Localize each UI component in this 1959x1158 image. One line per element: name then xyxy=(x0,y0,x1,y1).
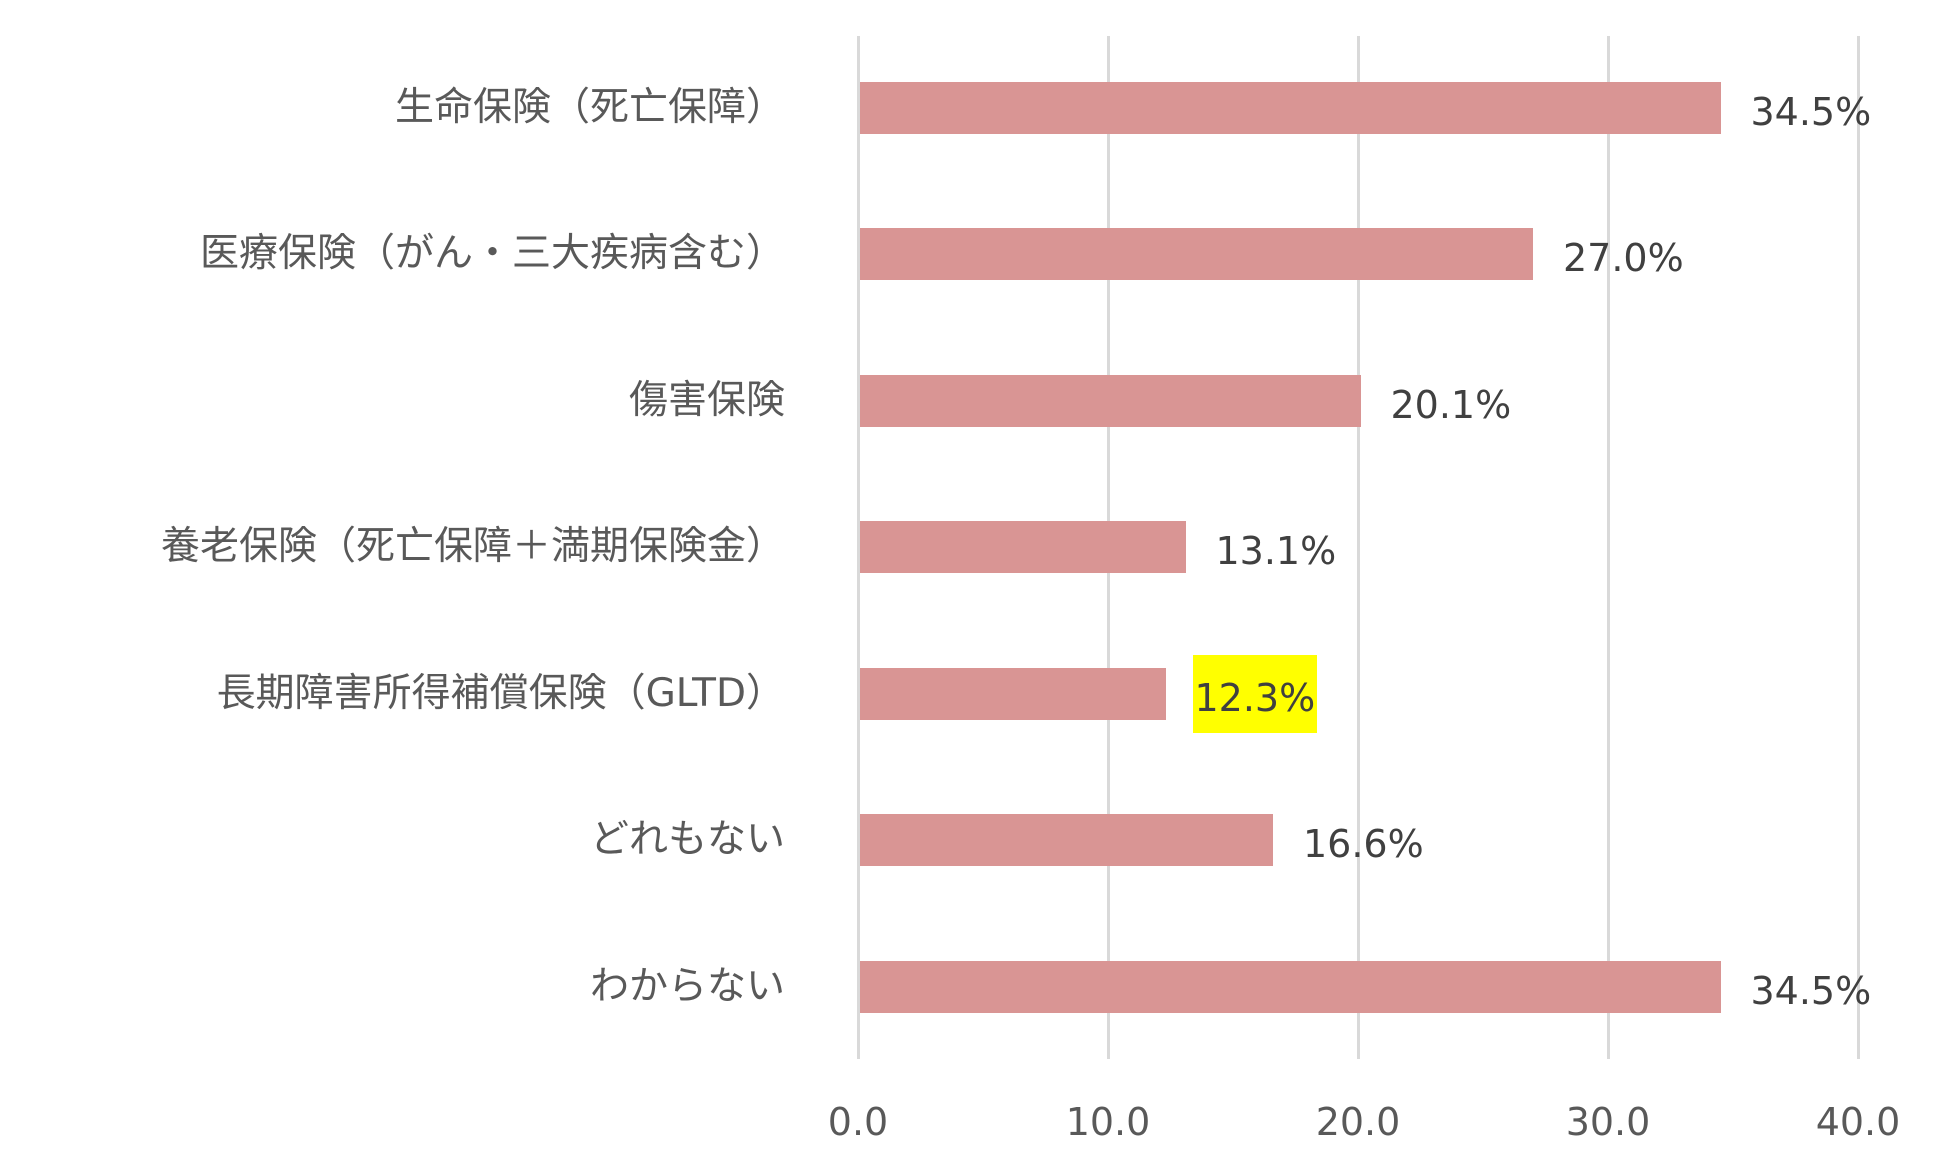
bar xyxy=(860,668,1166,720)
category-label: 養老保険（死亡保障＋満期保険金） xyxy=(160,524,785,569)
category-label: 生命保険（死亡保障） xyxy=(394,85,785,130)
x-tick-label: 0.0 xyxy=(827,1100,889,1144)
value-label: 34.5% xyxy=(1750,969,1872,1013)
bar xyxy=(860,375,1361,427)
x-tick-label: 10.0 xyxy=(1065,1100,1151,1144)
value-label: 34.5% xyxy=(1750,90,1872,134)
x-tick-label: 40.0 xyxy=(1815,1100,1901,1144)
bar xyxy=(860,814,1273,866)
bar xyxy=(860,521,1186,573)
category-label: 医療保険（がん・三大疾病含む） xyxy=(199,231,785,276)
gridline-0 xyxy=(857,36,860,1059)
bar xyxy=(860,961,1721,1013)
value-label: 20.1% xyxy=(1390,383,1512,427)
category-label: わからない xyxy=(589,964,785,1009)
highlighted-value-label: 12.3% xyxy=(1192,655,1318,733)
gridline-40 xyxy=(1857,36,1860,1059)
gridline-20 xyxy=(1357,36,1360,1059)
value-label: 27.0% xyxy=(1563,236,1684,280)
bar xyxy=(860,228,1533,280)
gridline-30 xyxy=(1607,36,1610,1059)
value-label: 13.1% xyxy=(1215,529,1337,573)
category-label: 長期障害所得補償保険（GLTD） xyxy=(216,671,785,716)
category-label: 傷害保険 xyxy=(628,378,785,423)
category-label: どれもない xyxy=(589,817,785,862)
value-label: 16.6% xyxy=(1303,822,1424,866)
bar xyxy=(860,82,1721,134)
x-tick-label: 30.0 xyxy=(1565,1100,1651,1144)
x-tick-label: 20.0 xyxy=(1315,1100,1401,1144)
